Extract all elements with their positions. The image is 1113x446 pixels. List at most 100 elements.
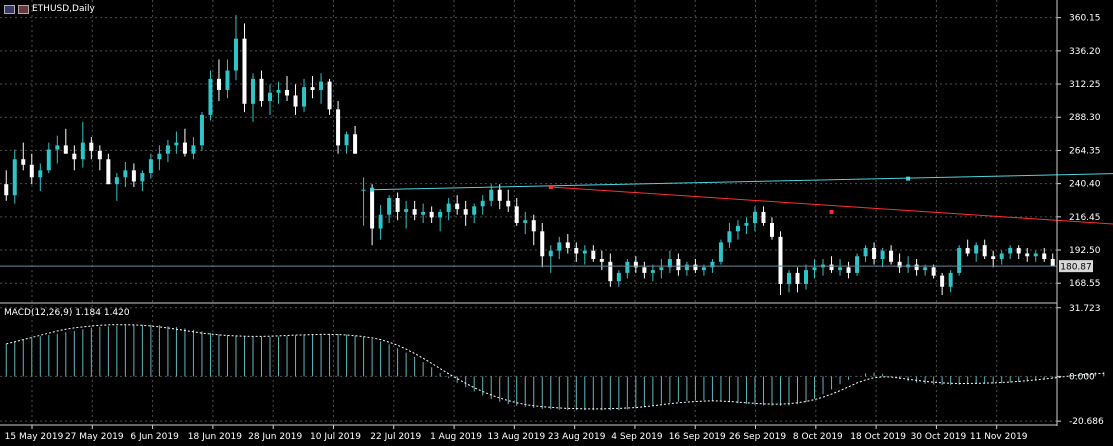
candle-body[interactable] — [199, 114, 204, 146]
candle-body[interactable] — [4, 184, 9, 196]
candle-body[interactable] — [1050, 259, 1055, 266]
trendline[interactable] — [372, 170, 1113, 191]
candle-body[interactable] — [429, 211, 434, 218]
trendline-anchor[interactable] — [548, 184, 553, 189]
candle-body[interactable] — [336, 109, 341, 146]
candle-body[interactable] — [642, 267, 647, 273]
candle-body[interactable] — [293, 95, 298, 107]
candle-body[interactable] — [889, 250, 894, 262]
candle-body[interactable] — [310, 87, 315, 90]
candle-body[interactable] — [268, 92, 273, 102]
candle-body[interactable] — [123, 170, 128, 178]
trendline[interactable] — [550, 186, 1113, 234]
candle-body[interactable] — [855, 256, 860, 273]
candle-body[interactable] — [140, 173, 145, 182]
candle-body[interactable] — [421, 211, 426, 215]
candle-body[interactable] — [540, 231, 545, 257]
candle-body[interactable] — [1033, 253, 1038, 257]
candle-body[interactable] — [216, 78, 221, 90]
candle-body[interactable] — [761, 211, 766, 223]
trendline-anchor[interactable] — [829, 209, 834, 214]
candle-body[interactable] — [880, 250, 885, 260]
candle-body[interactable] — [625, 261, 630, 273]
candle-body[interactable] — [506, 200, 511, 207]
candle-body[interactable] — [846, 267, 851, 273]
candle-body[interactable] — [684, 264, 689, 271]
candle-body[interactable] — [242, 38, 247, 104]
candle-body[interactable] — [302, 87, 307, 107]
candle-body[interactable] — [659, 267, 664, 271]
candle-body[interactable] — [676, 259, 681, 271]
candle-body[interactable] — [735, 225, 740, 232]
candle-body[interactable] — [174, 142, 179, 146]
candle-body[interactable] — [233, 38, 238, 71]
candle-body[interactable] — [455, 203, 460, 210]
candle-body[interactable] — [259, 78, 264, 102]
candle-body[interactable] — [12, 159, 17, 196]
candle-body[interactable] — [718, 242, 723, 262]
candle-body[interactable] — [395, 198, 400, 212]
candle-body[interactable] — [710, 261, 715, 268]
candle-body[interactable] — [480, 200, 485, 207]
candle-body[interactable] — [974, 245, 979, 254]
candle-body[interactable] — [769, 222, 774, 237]
candle-body[interactable] — [897, 261, 902, 268]
candle-body[interactable] — [285, 89, 290, 96]
candle-body[interactable] — [948, 272, 953, 287]
candle-body[interactable] — [999, 253, 1004, 260]
candle-body[interactable] — [667, 259, 672, 268]
candle-body[interactable] — [344, 134, 349, 146]
candle-body[interactable] — [574, 247, 579, 254]
candle-body[interactable] — [55, 145, 60, 150]
candle-body[interactable] — [353, 134, 358, 154]
candle-body[interactable] — [472, 206, 477, 215]
candle-body[interactable] — [838, 267, 843, 271]
candle-body[interactable] — [157, 153, 162, 160]
candle-body[interactable] — [463, 209, 468, 215]
candle-body[interactable] — [812, 267, 817, 271]
trendline-anchor[interactable] — [906, 176, 911, 181]
candle-body[interactable] — [923, 267, 928, 271]
candle-body[interactable] — [829, 264, 834, 271]
candle-body[interactable] — [29, 164, 34, 178]
candle-body[interactable] — [225, 70, 230, 90]
candle-body[interactable] — [557, 242, 562, 251]
candle-body[interactable] — [489, 189, 494, 201]
candle-body[interactable] — [21, 159, 26, 165]
candle-body[interactable] — [727, 231, 732, 243]
macd-plot[interactable] — [5, 324, 1105, 411]
candle-body[interactable] — [786, 272, 791, 284]
candle-body[interactable] — [80, 142, 85, 160]
candle-body[interactable] — [931, 267, 936, 276]
candle-body[interactable] — [523, 220, 528, 223]
candle-body[interactable] — [548, 250, 553, 257]
candle-body[interactable] — [565, 242, 570, 248]
candle-body[interactable] — [89, 142, 94, 151]
candle-body[interactable] — [72, 153, 77, 160]
candle-body[interactable] — [940, 275, 945, 287]
candle-body[interactable] — [106, 159, 111, 185]
candle-body[interactable] — [591, 250, 596, 260]
candle-body[interactable] — [795, 272, 800, 284]
candle-body[interactable] — [148, 159, 153, 174]
candle-body[interactable] — [131, 170, 136, 182]
candle-body[interactable] — [650, 270, 655, 273]
candle-body[interactable] — [63, 145, 68, 154]
candle-body[interactable] — [446, 203, 451, 212]
candle-body[interactable] — [1025, 253, 1030, 257]
candle-body[interactable] — [1008, 247, 1013, 254]
candle-body[interactable] — [991, 256, 996, 260]
candle-body[interactable] — [693, 264, 698, 271]
candle-body[interactable] — [1016, 247, 1021, 254]
candle-body[interactable] — [701, 267, 706, 271]
candle-body[interactable] — [182, 142, 187, 154]
candle-body[interactable] — [208, 78, 213, 115]
candle-body[interactable] — [438, 211, 443, 218]
candle-body[interactable] — [752, 211, 757, 223]
candle-body[interactable] — [114, 177, 119, 185]
candle-body[interactable] — [276, 89, 281, 93]
candle-body[interactable] — [914, 264, 919, 271]
candle-body[interactable] — [361, 189, 366, 191]
candle-body[interactable] — [872, 247, 877, 260]
candle-body[interactable] — [633, 261, 638, 268]
